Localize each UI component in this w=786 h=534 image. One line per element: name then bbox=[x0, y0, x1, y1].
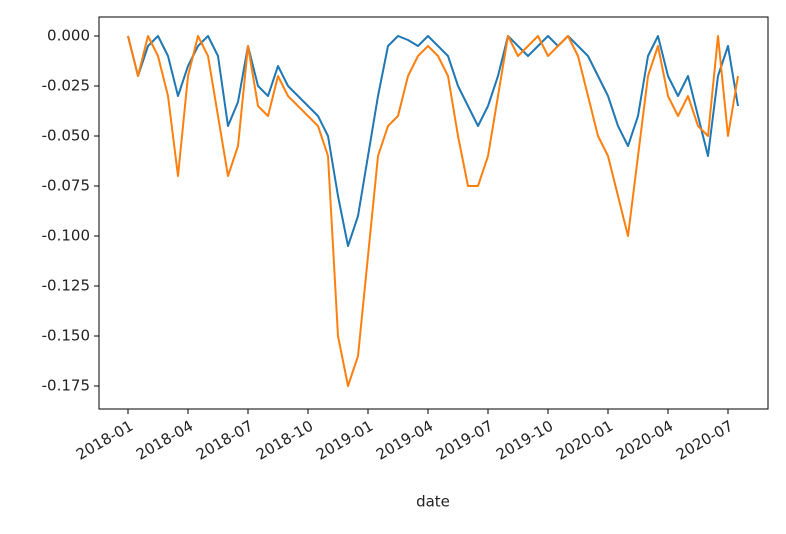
x-tick-label: 2019-07 bbox=[433, 417, 496, 464]
x-tick-label: 2020-07 bbox=[673, 417, 736, 464]
axes-frame bbox=[98, 16, 769, 410]
x-tick-label: 2019-01 bbox=[313, 417, 376, 464]
y-tick-label: -0.075 bbox=[42, 177, 90, 195]
y-tick-label: -0.050 bbox=[42, 127, 90, 145]
y-tick-label: -0.025 bbox=[42, 77, 90, 95]
x-tick-label: 2020-01 bbox=[553, 417, 616, 464]
series-line bbox=[127, 35, 739, 247]
y-tick-label: 0.000 bbox=[47, 27, 90, 45]
x-tick-label: 2018-04 bbox=[133, 417, 196, 464]
series-line bbox=[127, 35, 739, 387]
x-axis-label: date bbox=[416, 493, 450, 511]
x-tick-label: 2019-10 bbox=[493, 417, 556, 464]
x-tick-label: 2019-04 bbox=[373, 417, 436, 464]
y-tick-label: -0.125 bbox=[42, 277, 90, 295]
y-tick-label: -0.100 bbox=[42, 227, 90, 245]
x-tick-label: 2018-07 bbox=[193, 417, 256, 464]
y-tick-label: -0.150 bbox=[42, 327, 90, 345]
x-tick-label: 2020-04 bbox=[613, 417, 676, 464]
x-tick-label: 2018-01 bbox=[73, 417, 136, 464]
y-tick-label: -0.175 bbox=[42, 377, 90, 395]
x-tick-label: 2018-10 bbox=[253, 417, 316, 464]
